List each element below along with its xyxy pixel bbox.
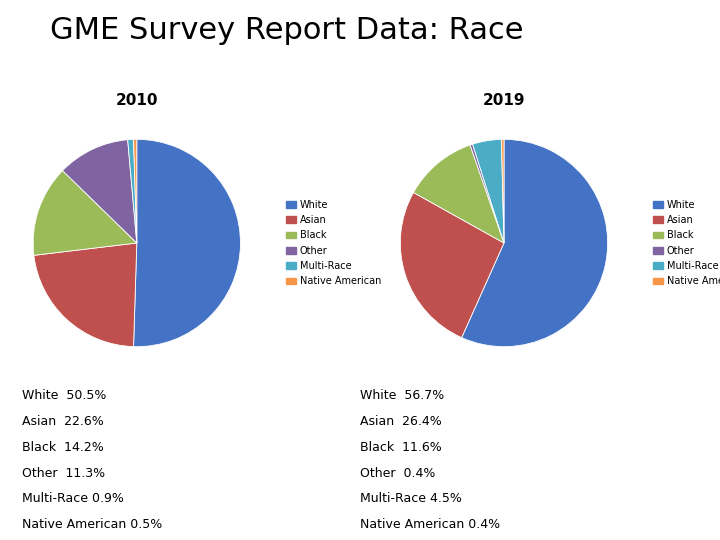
Text: White  56.7%: White 56.7% bbox=[360, 389, 444, 402]
Wedge shape bbox=[462, 139, 608, 347]
Wedge shape bbox=[133, 139, 137, 243]
Text: Asian  22.6%: Asian 22.6% bbox=[22, 415, 104, 428]
Legend: White, Asian, Black, Other, Multi-Race, Native American: White, Asian, Black, Other, Multi-Race, … bbox=[652, 198, 720, 288]
Text: Multi-Race 4.5%: Multi-Race 4.5% bbox=[360, 492, 462, 505]
Wedge shape bbox=[33, 171, 137, 255]
Wedge shape bbox=[133, 139, 240, 347]
Text: Other  0.4%: Other 0.4% bbox=[360, 467, 436, 480]
Text: Other  11.3%: Other 11.3% bbox=[22, 467, 104, 480]
Title: 2019: 2019 bbox=[482, 93, 526, 108]
Wedge shape bbox=[63, 140, 137, 243]
Legend: White, Asian, Black, Other, Multi-Race, Native American: White, Asian, Black, Other, Multi-Race, … bbox=[284, 198, 383, 288]
Wedge shape bbox=[501, 139, 504, 243]
Text: Multi-Race 0.9%: Multi-Race 0.9% bbox=[22, 492, 123, 505]
Wedge shape bbox=[470, 144, 504, 243]
Text: Asian  26.4%: Asian 26.4% bbox=[360, 415, 442, 428]
Wedge shape bbox=[127, 139, 137, 243]
Wedge shape bbox=[472, 139, 504, 243]
Text: GME Survey Report Data: Race: GME Survey Report Data: Race bbox=[50, 16, 524, 45]
Text: Black  14.2%: Black 14.2% bbox=[22, 441, 104, 454]
Wedge shape bbox=[34, 243, 137, 347]
Text: Black  11.6%: Black 11.6% bbox=[360, 441, 442, 454]
Text: White  50.5%: White 50.5% bbox=[22, 389, 106, 402]
Title: 2010: 2010 bbox=[115, 93, 158, 108]
Wedge shape bbox=[400, 192, 504, 338]
Text: Native American 0.4%: Native American 0.4% bbox=[360, 518, 500, 531]
Wedge shape bbox=[413, 145, 504, 243]
Text: Native American 0.5%: Native American 0.5% bbox=[22, 518, 162, 531]
